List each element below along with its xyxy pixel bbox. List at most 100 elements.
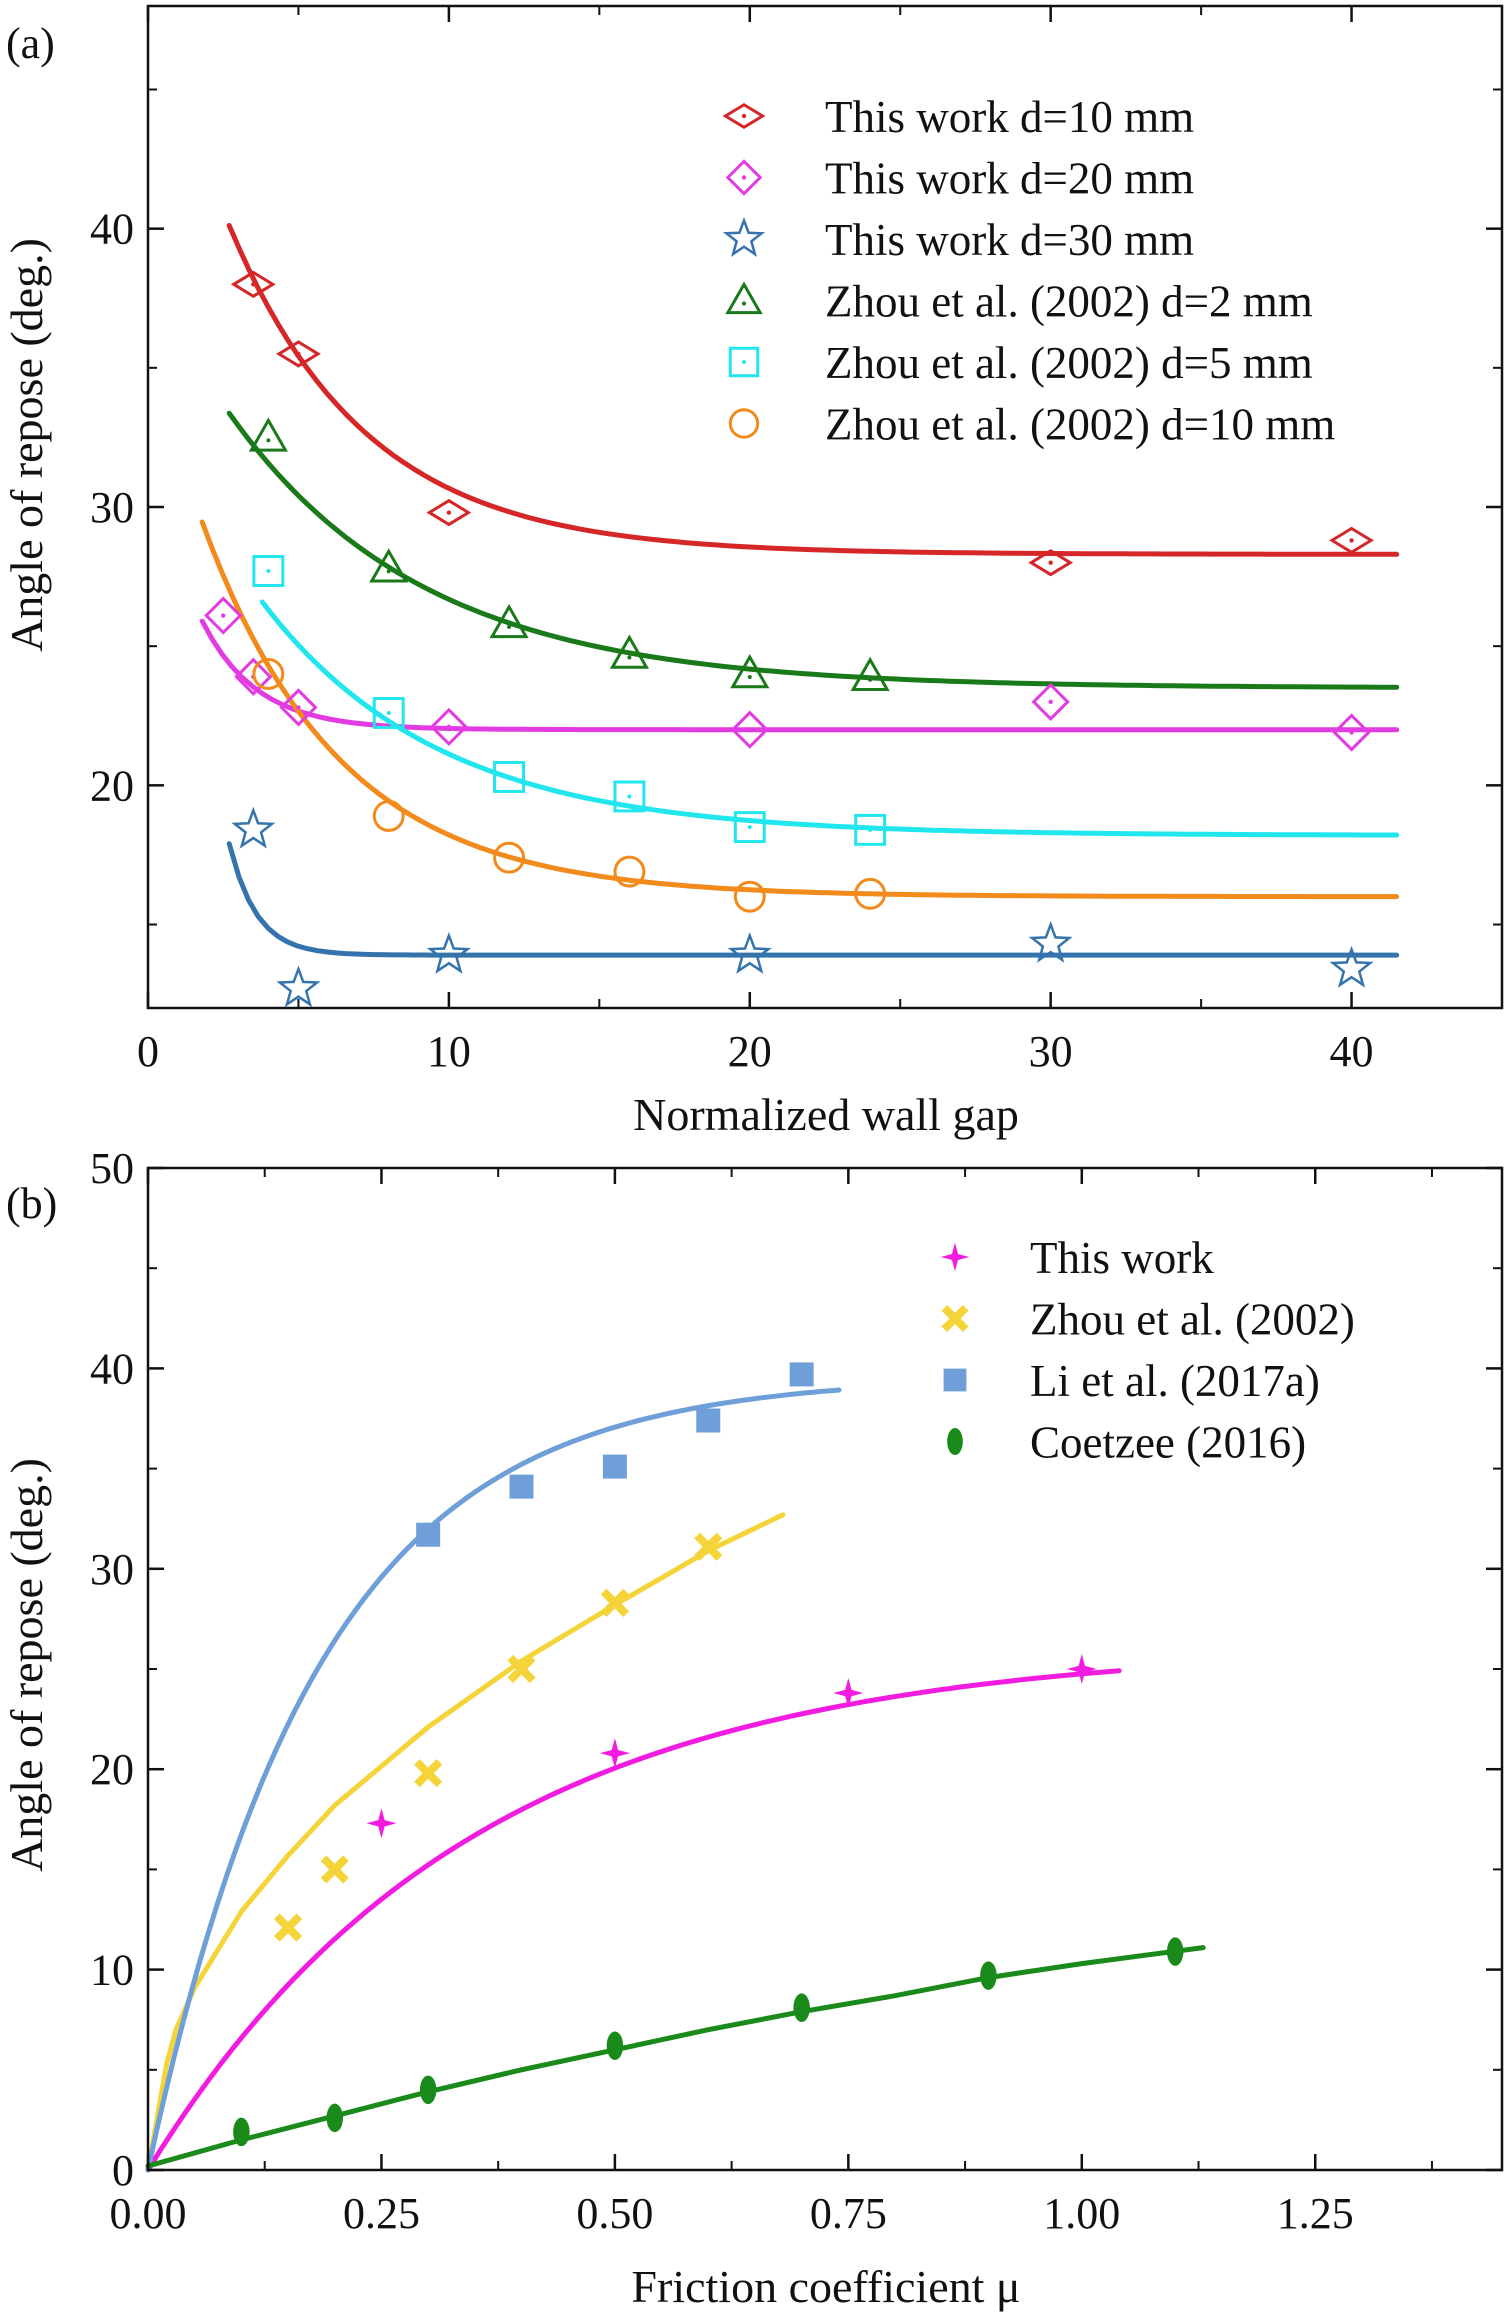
x-tick-label: 20 (728, 1027, 772, 1076)
fit-line-this-work (145, 1668, 1122, 2173)
legend-marker-coetzee-2016 (947, 1427, 963, 1456)
panel-a-legend: This work d=10 mm This work d=20 mm This w… (722, 92, 1335, 450)
panel-b-ticks: 0.00 0.25 0.50 0.75 1.00 1.25 0 10 20 30 40 50 (90, 1144, 1502, 2238)
legend-marker-zhou-et-al-2002-d-5-mm-center-dot (742, 360, 746, 364)
legend-label-li-et-al-2017a: Li et al. (2017a) (1030, 1356, 1320, 1406)
point-zhou-et-al-2002-d-5-mm-center-dot (507, 774, 512, 779)
fit-line-zhou-et-al-2002-d-5-mm (259, 599, 1400, 838)
y-tick-label: 40 (90, 205, 134, 254)
legend-marker-zhou-et-al-2002-d-2-mm-center-dot (742, 301, 746, 306)
legend-label-zhou-et-al-2002: Zhou et al. (2002) (1030, 1295, 1355, 1345)
legend-label-zhou-et-al-2002-d-5-mm: Zhou et al. (2002) d=5 mm (825, 338, 1313, 388)
legend-marker-zhou-et-al-2002-d-10-mm (728, 408, 760, 439)
point-zhou-et-al-2002-d-5-mm-center-dot (266, 569, 271, 574)
point-this-work-d-10-mm-center-dot (1048, 560, 1053, 565)
point-coetzee-2016 (606, 2031, 624, 2061)
legend-marker-this-work-d-10-mm (722, 102, 766, 130)
point-this-work-d-10-mm-center-dot (251, 282, 256, 287)
point-this-work-d-20-mm (204, 596, 243, 635)
point-zhou-et-al-2002-d-5-mm-center-dot (747, 825, 752, 830)
point-zhou-et-al-2002-d-5-mm-center-dot (386, 710, 391, 715)
legend-label-this-work: This work (1030, 1233, 1214, 1283)
point-zhou-et-al-2002 (694, 1532, 723, 1561)
y-tick-label: 20 (90, 761, 134, 810)
fit-line-coetzee-2016 (145, 1945, 1206, 2169)
y-tick-label: 40 (90, 1344, 134, 1393)
fit-line-this-work-d-10-mm (226, 223, 1400, 557)
point-zhou-et-al-2002-d-2-mm (248, 417, 288, 452)
y-tick-label: 10 (90, 1946, 134, 1995)
point-zhou-et-al-2002-d-2-mm (609, 634, 650, 669)
fit-line-li-et-al-2017a (145, 1387, 842, 2173)
panel-b-y-axis-title: Angle of repose (deg.) (1, 1458, 52, 1872)
legend-label-this-work-d-30-mm: This work d=30 mm (825, 215, 1194, 265)
point-zhou-et-al-2002-d-2-mm-center-dot (868, 677, 873, 682)
point-zhou-et-al-2002-d-10-mm (854, 877, 887, 910)
point-this-work (599, 1738, 630, 1769)
fit-line-zhou-et-al-2002-d-2-mm (226, 410, 1400, 690)
point-zhou-et-al-2002-d-5-mm (493, 761, 526, 793)
point-this-work-d-20-mm-center-dot (1048, 699, 1053, 705)
point-this-work-d-10-mm (1028, 549, 1074, 577)
legend-marker-this-work (940, 1242, 970, 1272)
panel-b-fit-curves (145, 1387, 1206, 2173)
legend-label-coetzee-2016: Coetzee (2016) (1030, 1418, 1306, 1468)
legend-marker-this-work-d-10-mm-center-dot (741, 113, 747, 119)
point-zhou-et-al-2002-d-2-mm (489, 603, 529, 639)
point-this-work-d-10-mm (1329, 526, 1374, 555)
point-zhou-et-al-2002-d-2-mm-center-dot (386, 569, 391, 574)
point-coetzee-2016 (419, 2075, 437, 2105)
x-tick-label: 0 (137, 1027, 159, 1076)
point-this-work-d-10-mm-center-dot (296, 351, 301, 357)
point-coetzee-2016 (793, 1993, 810, 2022)
legend-marker-this-work-d-20-mm (725, 159, 763, 196)
point-zhou-et-al-2002-d-5-mm (372, 697, 405, 729)
point-this-work-d-20-mm-center-dot (446, 724, 452, 730)
point-zhou-et-al-2002 (600, 1588, 629, 1617)
panel-a-x-axis-title: Normalized wall gap (633, 1089, 1019, 1140)
point-zhou-et-al-2002-d-2-mm-center-dot (627, 655, 632, 660)
point-zhou-et-al-2002-d-10-mm (372, 800, 405, 832)
point-zhou-et-al-2002-d-5-mm (854, 813, 887, 846)
point-this-work (366, 1808, 397, 1839)
point-this-work (1066, 1654, 1097, 1684)
point-coetzee-2016 (233, 2117, 250, 2147)
point-li-et-al-2017a (696, 1408, 721, 1433)
y-tick-label: 50 (90, 1144, 134, 1193)
point-zhou-et-al-2002-d-5-mm (252, 555, 285, 587)
point-this-work-d-30-mm (1028, 920, 1073, 963)
legend-marker-zhou-et-al-2002-d-5-mm (728, 346, 760, 378)
point-zhou-et-al-2002-d-10-mm (613, 855, 646, 888)
point-zhou-et-al-2002 (507, 1654, 536, 1684)
point-li-et-al-2017a (509, 1474, 534, 1499)
fit-line-zhou-et-al-2002 (145, 1512, 786, 2173)
point-zhou-et-al-2002 (320, 1855, 349, 1884)
legend-marker-li-et-al-2017a (943, 1368, 967, 1392)
point-li-et-al-2017a (602, 1454, 627, 1479)
x-tick-label: 0.75 (810, 2189, 887, 2238)
point-coetzee-2016 (980, 1961, 997, 1990)
point-this-work-d-10-mm (426, 498, 472, 527)
point-this-work-d-20-mm (1332, 713, 1371, 752)
fit-line-zhou-et-al-2002-d-10-mm (199, 519, 1400, 900)
x-tick-label: 0.50 (576, 2189, 653, 2238)
point-this-work-d-20-mm-center-dot (747, 727, 752, 732)
x-tick-label: 10 (427, 1027, 471, 1076)
point-coetzee-2016 (326, 2103, 344, 2133)
x-tick-label: 0.00 (110, 2189, 187, 2238)
point-li-et-al-2017a (416, 1522, 441, 1547)
point-this-work-d-30-mm (276, 965, 321, 1008)
point-zhou-et-al-2002-d-5-mm (613, 780, 646, 813)
point-zhou-et-al-2002-d-5-mm (733, 811, 766, 844)
panel-a-fit-curves (199, 223, 1400, 958)
panel-b-data-points (233, 1362, 1184, 2147)
point-this-work-d-30-mm (727, 931, 772, 974)
point-this-work-d-20-mm-center-dot (1349, 730, 1354, 735)
y-tick-label: 30 (90, 1545, 134, 1594)
point-this-work-d-10-mm (230, 270, 276, 298)
fit-line-this-work-d-30-mm (226, 841, 1400, 958)
panel-a-label: (a) (6, 19, 55, 68)
point-this-work-d-10-mm (276, 340, 321, 368)
